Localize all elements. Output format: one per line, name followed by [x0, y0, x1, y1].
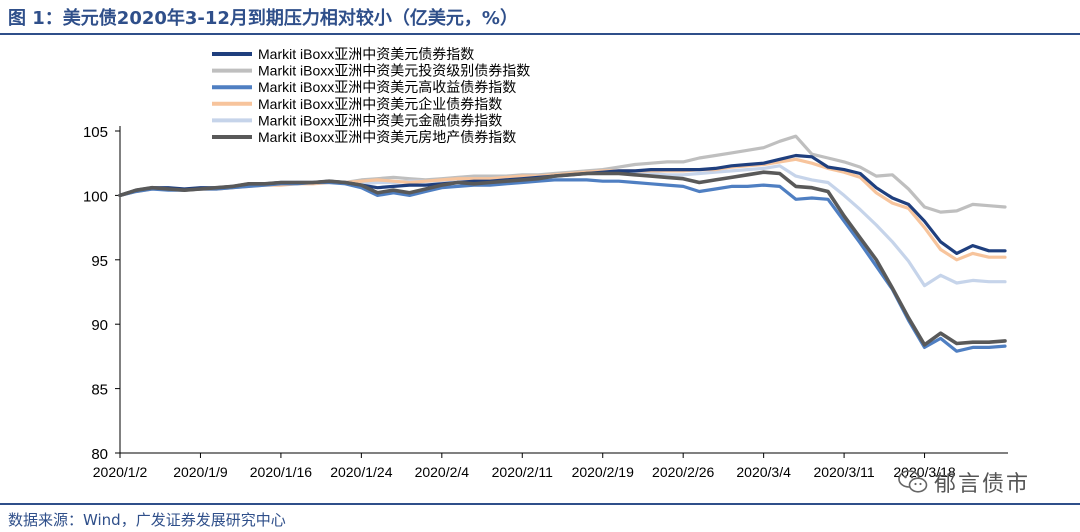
- series-line-5: [118, 170, 1007, 347]
- series-line-0: [118, 153, 1007, 255]
- y-tick-label: 100: [83, 188, 108, 205]
- x-tick-label: 2020/2/4: [415, 464, 470, 480]
- legend-label-4: Markit iBoxx亚洲中资美元金融债券指数: [258, 112, 502, 128]
- x-tick-label: 2020/1/16: [250, 464, 312, 480]
- x-tick-label: 2020/1/9: [173, 464, 228, 480]
- x-tick-label: 2020/2/26: [652, 464, 714, 480]
- y-tick-label: 105: [83, 124, 108, 141]
- legend-label-1: Markit iBoxx亚洲中资美元投资级别债券指数: [258, 63, 530, 79]
- watermark-text: 郁言债市: [934, 472, 1031, 497]
- x-tick-label: 2020/3/11: [813, 464, 874, 480]
- x-tick-label: 2020/3/18: [893, 464, 955, 480]
- x-tick-label: 2020/1/24: [330, 464, 392, 480]
- y-tick-label: 80: [91, 446, 108, 463]
- x-tick-label: 2020/2/19: [572, 464, 634, 480]
- legend-label-2: Markit iBoxx亚洲中资美元高收益债券指数: [258, 79, 516, 95]
- y-tick-label: 90: [91, 317, 108, 334]
- line-chart: 80 85 90 95 100 105 2020/1/2 2020/1/9 2020/1/16 2…: [83, 46, 1008, 480]
- y-tick-label: 95: [91, 253, 108, 270]
- watermark: 郁言债市: [898, 466, 1030, 498]
- figure-header: 图 1：美元债2020年3-12月到期压力相对较小（亿美元，%）: [0, 0, 1080, 36]
- x-tick-label: 2020/3/4: [736, 464, 791, 480]
- legend-label-0: Markit iBoxx亚洲中资美元债券指数: [258, 46, 474, 62]
- legend-label-3: Markit iBoxx亚洲中资美元企业债券指数: [258, 96, 502, 112]
- x-tick-label: 2020/2/11: [492, 464, 553, 480]
- data-source: 数据来源：Wind，广发证券发展研究中心: [8, 511, 286, 529]
- footer-rule: [0, 503, 1080, 505]
- wechat-icon: [898, 469, 928, 495]
- series-line-2: [118, 178, 1007, 353]
- y-tick-label: 85: [91, 382, 108, 399]
- header-rule: [0, 33, 1080, 35]
- legend-label-5: Markit iBoxx亚洲中资美元房地产债券指数: [258, 129, 516, 145]
- x-tick-label: 2020/1/2: [93, 464, 148, 480]
- figure-title: 图 1：美元债2020年3-12月到期压力相对较小（亿美元，%）: [8, 8, 518, 29]
